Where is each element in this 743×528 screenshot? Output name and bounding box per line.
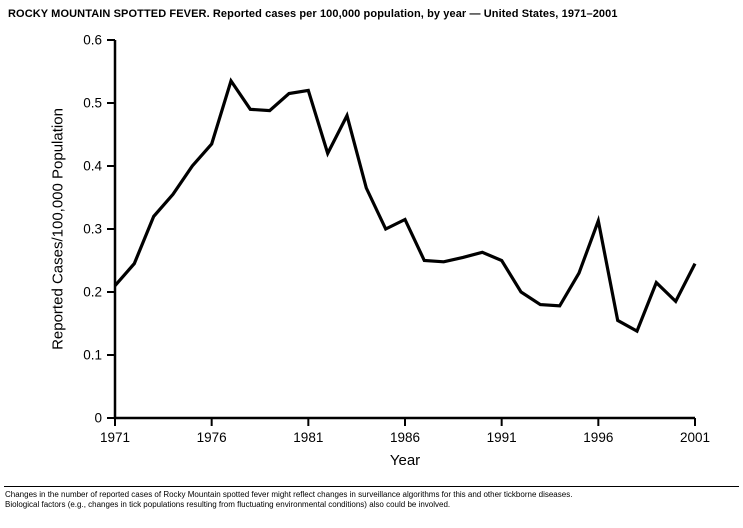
footnote-line-2: Biological factors (e.g., changes in tic…: [5, 500, 451, 510]
y-tick-label: 0.1: [83, 348, 102, 363]
y-tick-label: 0: [94, 411, 102, 426]
chart-title: ROCKY MOUNTAIN SPOTTED FEVER. Reported c…: [8, 8, 618, 20]
footnote-divider: [4, 486, 739, 487]
footnote-line-1: Changes in the number of reported cases …: [5, 490, 573, 499]
x-tick-label: 1976: [197, 430, 227, 445]
y-tick-label: 0.2: [83, 285, 102, 300]
y-tick-label: 0.3: [83, 222, 102, 237]
x-tick-label: 1996: [583, 430, 613, 445]
y-tick-label: 0.4: [83, 159, 102, 174]
line-chart: 0 0.1 0.2 0.3 0.4 0.5 0.6 1971 1976 1981 1986 1991 1…: [83, 33, 710, 446]
x-tick-label: 1986: [390, 430, 420, 445]
y-tick-label: 0.6: [83, 33, 102, 48]
footnote: Changes in the number of reported cases …: [5, 490, 741, 511]
x-tick-label: 1991: [487, 430, 517, 445]
x-tick-label: 2001: [680, 430, 710, 445]
rmsf-cases-line-series: [113, 77, 697, 334]
x-axis-label: Year: [389, 452, 421, 469]
x-tick-label: 1971: [100, 430, 130, 445]
axes: [113, 40, 695, 420]
y-axis-label: Reported Cases/100,000 Population: [49, 108, 67, 350]
y-tick-label: 0.5: [83, 96, 102, 111]
x-tick-label: 1981: [293, 430, 323, 445]
